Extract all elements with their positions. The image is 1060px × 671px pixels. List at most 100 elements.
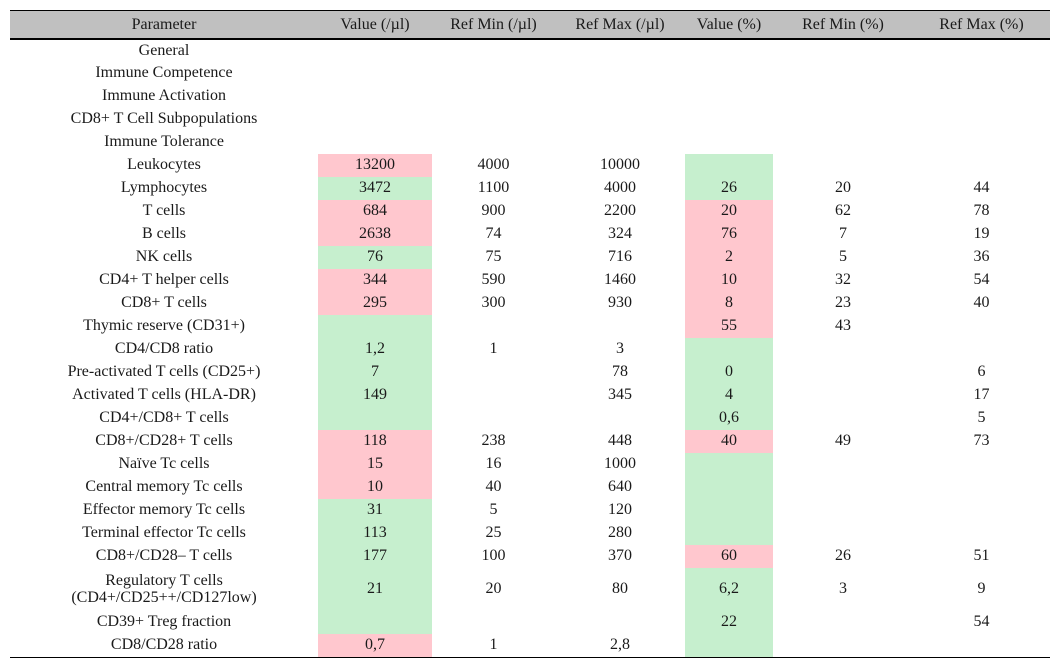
ref-min-pct-cell <box>773 39 913 62</box>
value-ul-cell: 3472 <box>318 177 432 200</box>
ref-min-ul-cell: 590 <box>481 271 506 289</box>
ref-min-pct-cell <box>773 611 913 634</box>
ref-min-ul-cell: 16 <box>485 455 502 473</box>
ref-max-pct-cell: 54 <box>973 271 990 289</box>
value-ul-cell: 149 <box>318 384 432 407</box>
ref-max-ul-cell: 78 <box>612 363 628 381</box>
table-body: General Immune Competence Immune Activatio… <box>10 39 1050 658</box>
ref-max-ul-cell <box>555 85 685 108</box>
value-pct-cell: 26 <box>685 177 773 200</box>
ref-min-pct-cell <box>773 384 913 407</box>
ref-max-ul-cell: 2200 <box>604 202 636 220</box>
column-header-value-ul: Value (/µl) <box>318 10 432 40</box>
lab-results-table: Parameter Value (/µl) Ref Min (/µl) Ref … <box>10 10 1050 658</box>
ref-max-pct-cell <box>913 108 1050 131</box>
ref-min-pct-cell: 3 <box>839 580 847 598</box>
table-row: CD4+ T helper cells 344 590 1460 10 32 54 <box>10 269 1050 292</box>
ref-max-ul-cell: 3 <box>616 340 624 358</box>
ref-min-pct-cell: 43 <box>835 317 851 335</box>
value-ul-cell: 295 <box>318 292 432 315</box>
ref-min-ul-cell: 4000 <box>477 156 510 174</box>
ref-max-pct-cell <box>913 315 1050 338</box>
value-pct-cell: 60 <box>685 545 773 568</box>
table-row: Terminal effector Tc cells 113 25 280 <box>10 522 1050 545</box>
ref-min-ul-cell <box>432 384 555 407</box>
value-pct-cell: 20 <box>685 200 773 223</box>
value-pct-cell: 6,2 <box>685 568 773 611</box>
ref-min-pct-cell: 26 <box>835 547 851 565</box>
table-row: General <box>10 39 1050 62</box>
column-header-ref-min-ul: Ref Min (/µl) <box>432 10 555 40</box>
ref-min-pct-cell <box>773 634 913 658</box>
parameter-cell: CD39+ Treg fraction <box>96 613 232 631</box>
ref-min-ul-cell: 25 <box>485 524 502 542</box>
value-pct-cell <box>685 85 773 108</box>
ref-min-ul-cell: 300 <box>481 294 506 312</box>
ref-min-ul-cell: 40 <box>485 478 502 496</box>
ref-min-pct-cell: 5 <box>839 248 847 266</box>
ref-min-ul-cell <box>432 39 555 62</box>
parameter-cell: Immune Tolerance <box>104 133 224 151</box>
value-ul-cell: 31 <box>318 499 432 522</box>
ref-max-ul-cell <box>555 62 685 85</box>
ref-min-ul-cell <box>432 131 555 154</box>
value-pct-cell <box>685 131 773 154</box>
ref-min-ul-cell: 5 <box>489 501 498 519</box>
ref-max-ul-cell: 4000 <box>604 179 636 197</box>
ref-min-pct-cell <box>773 476 913 499</box>
ref-min-ul-cell: 74 <box>485 225 502 243</box>
ref-max-ul-cell <box>555 315 685 338</box>
ref-max-pct-cell <box>913 634 1050 658</box>
parameter-cell: Regulatory T cells (CD4+/CD25++/CD127low… <box>71 571 257 606</box>
column-header-ref-max-ul: Ref Max (/µl) <box>555 10 685 40</box>
table-row: CD8+/CD28– T cells 177 100 370 60 26 51 <box>10 545 1050 568</box>
ref-min-pct-cell: 7 <box>839 225 847 243</box>
ref-max-pct-cell: 5 <box>977 409 986 427</box>
ref-max-ul-cell: 280 <box>608 524 632 542</box>
table-row: CD8/CD28 ratio 0,7 1 2,8 <box>10 634 1050 658</box>
parameter-cell: Pre-activated T cells (CD25+) <box>67 363 261 381</box>
value-ul-cell: 684 <box>318 200 432 223</box>
table-row: T cells 684 900 2200 20 62 78 <box>10 200 1050 223</box>
table-row: CD4/CD8 ratio 1,2 1 3 <box>10 338 1050 361</box>
table-row: Thymic reserve (CD31+) 55 43 <box>10 315 1050 338</box>
ref-min-ul-cell: 900 <box>481 202 506 220</box>
ref-max-ul-cell <box>555 39 685 62</box>
ref-max-ul-cell <box>555 108 685 131</box>
ref-max-ul-cell: 640 <box>608 478 632 496</box>
table-row: Lymphocytes 3472 1100 4000 26 20 44 <box>10 177 1050 200</box>
parameter-cell: Immune Activation <box>102 87 226 105</box>
ref-min-pct-cell <box>773 131 913 154</box>
value-ul-cell: 2638 <box>318 223 432 246</box>
ref-max-pct-cell: 51 <box>973 547 990 565</box>
table-row: NK cells 76 75 716 2 5 36 <box>10 246 1050 269</box>
ref-max-pct-cell: 78 <box>973 202 990 220</box>
ref-min-pct-cell <box>773 453 913 476</box>
column-header-parameter: Parameter <box>10 10 318 40</box>
table-row: Regulatory T cells (CD4+/CD25++/CD127low… <box>10 568 1050 611</box>
ref-min-pct-cell <box>773 85 913 108</box>
ref-max-pct-cell: 17 <box>973 386 990 404</box>
value-ul-cell: 0,7 <box>318 634 432 658</box>
value-pct-cell <box>685 154 773 177</box>
ref-min-ul-cell <box>432 315 555 338</box>
ref-min-pct-cell <box>773 338 913 361</box>
ref-max-ul-cell <box>555 407 685 430</box>
ref-min-ul-cell <box>432 62 555 85</box>
ref-min-ul-cell: 1100 <box>477 179 510 197</box>
parameter-cell: CD8/CD28 ratio <box>10 634 318 658</box>
parameter-cell: B cells <box>142 225 186 243</box>
ref-max-ul-cell: 345 <box>608 386 632 404</box>
ref-min-pct-cell: 32 <box>835 271 851 289</box>
value-pct-cell: 0,6 <box>685 407 773 430</box>
ref-min-ul-cell <box>432 611 555 634</box>
ref-min-pct-cell <box>773 522 913 545</box>
value-pct-cell: 2 <box>685 246 773 269</box>
table-row: Activated T cells (HLA-DR) 149 345 4 17 <box>10 384 1050 407</box>
value-ul-cell <box>318 315 432 338</box>
parameter-cell: CD8+ T Cell Subpopulations <box>70 110 258 128</box>
value-ul-cell <box>318 407 432 430</box>
parameter-cell: T cells <box>142 202 186 220</box>
value-ul-cell: 1,2 <box>318 338 432 361</box>
value-ul-cell: 344 <box>318 269 432 292</box>
